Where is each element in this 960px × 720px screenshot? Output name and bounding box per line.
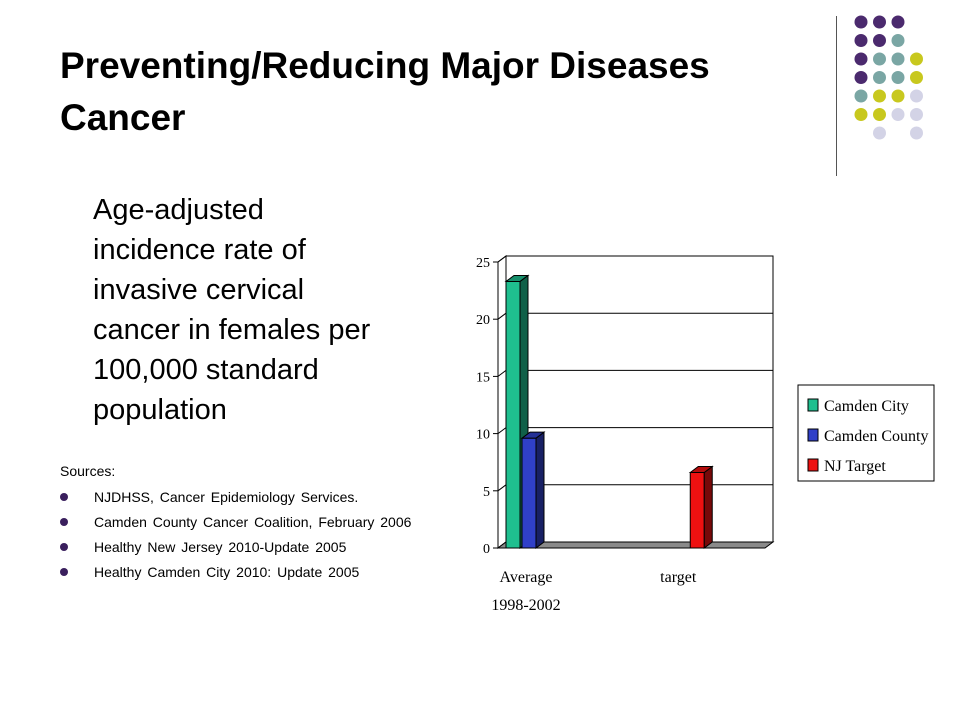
bullet-icon (60, 568, 68, 576)
decorative-dot (854, 52, 868, 66)
description-line: Age-adjusted (93, 194, 264, 226)
decorative-dot (910, 71, 923, 84)
bar-front (689, 471, 705, 549)
sources-label: Sources: (60, 463, 116, 479)
y-tick-label: 20 (476, 313, 490, 328)
side-wall (497, 255, 507, 549)
bullet-icon (60, 518, 68, 526)
bar-top (520, 431, 546, 439)
title-line-2: Cancer (60, 97, 186, 138)
decorative-dot (854, 34, 868, 47)
source-item: Healthy New Jersey 2010-Update 2005 (60, 538, 440, 556)
y-tick-label: 5 (483, 485, 490, 500)
decorative-dot (891, 52, 905, 66)
source-item: Healthy Camden City 2010: Update 2005 (60, 563, 440, 581)
bar-chart: 0 5 10 15 20 25 Average 1998-2002 target Camden C… (476, 255, 935, 614)
gridline-side (497, 255, 507, 263)
decorative-dot (910, 89, 923, 103)
source-text: Healthy New Jersey 2010-Update 2005 (94, 539, 347, 555)
decorative-dot (910, 108, 923, 121)
legend-label: NJ Target (824, 458, 886, 475)
description-line: cancer in females per (93, 314, 371, 346)
decorative-dot (873, 52, 886, 66)
decorative-dot (891, 89, 905, 103)
decorative-dot (891, 71, 905, 84)
chart-description: Age-adjusted incidence rate of invasive … (93, 190, 438, 430)
decorative-dot (854, 108, 868, 121)
decorative-dot (891, 15, 905, 29)
gridline-side (497, 484, 507, 492)
source-item: NJDHSS, Cancer Epidemiology Services. (60, 488, 440, 506)
source-item: Camden County Cancer Coalition, February… (60, 513, 440, 531)
bar-top (504, 274, 530, 282)
bullet-icon (60, 493, 68, 501)
title-divider (836, 16, 837, 176)
legend-swatch (807, 398, 819, 412)
decorative-dot (873, 108, 886, 121)
gridline-side (497, 427, 507, 435)
legend-swatch (807, 428, 819, 442)
gridline-side (497, 369, 507, 377)
legend-label: Camden City (824, 398, 909, 415)
bar-side (535, 431, 545, 549)
decorative-dot (891, 108, 905, 121)
bar-front (521, 437, 537, 549)
decorative-dot (854, 89, 868, 103)
x-tick-label: Average (500, 569, 553, 586)
decorative-dot (854, 71, 868, 84)
description-line: invasive cervical (93, 274, 305, 306)
decorative-dot (910, 126, 923, 140)
description-line: incidence rate of (93, 234, 306, 266)
source-text: Camden County Cancer Coalition, February… (94, 514, 412, 530)
y-tick-label: 10 (476, 428, 490, 443)
source-text: NJDHSS, Cancer Epidemiology Services. (94, 489, 359, 505)
back-wall (505, 255, 774, 543)
decorative-dot (873, 126, 886, 140)
decorative-dot (854, 15, 868, 29)
x-tick-label: target (660, 569, 697, 586)
decorative-dot (873, 34, 886, 47)
description-line: population (93, 394, 227, 426)
decorative-dot (873, 89, 886, 103)
y-tick-label: 25 (476, 256, 490, 271)
decorative-dot-grid (854, 15, 923, 140)
y-tick-label: 0 (483, 542, 490, 557)
decorative-dot (873, 71, 886, 84)
source-text: Healthy Camden City 2010: Update 2005 (94, 564, 360, 580)
slide-title: Preventing/Reducing Major Diseases Cance… (60, 40, 830, 144)
decorative-dot (873, 15, 886, 29)
description-line: 100,000 standard (93, 354, 319, 386)
legend-swatch (807, 458, 819, 472)
bar-side (703, 465, 713, 549)
y-tick-label: 15 (476, 370, 490, 385)
bar-top (688, 465, 714, 473)
bar-front (505, 280, 521, 549)
decorative-dot (891, 34, 905, 47)
bullet-icon (60, 543, 68, 551)
legend-label: Camden County (824, 428, 928, 445)
x-tick-label: 1998-2002 (491, 597, 560, 614)
title-line-1: Preventing/Reducing Major Diseases (60, 45, 710, 86)
decorative-dot (910, 52, 923, 66)
legend-box (797, 384, 935, 482)
sources-list: NJDHSS, Cancer Epidemiology Services. Ca… (60, 488, 440, 588)
gridline-side (497, 312, 507, 320)
